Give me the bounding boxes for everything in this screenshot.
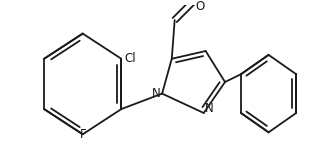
Text: O: O (195, 0, 204, 13)
Text: N: N (151, 87, 160, 100)
Text: F: F (80, 128, 86, 141)
Text: N: N (205, 102, 214, 115)
Text: Cl: Cl (124, 52, 136, 65)
